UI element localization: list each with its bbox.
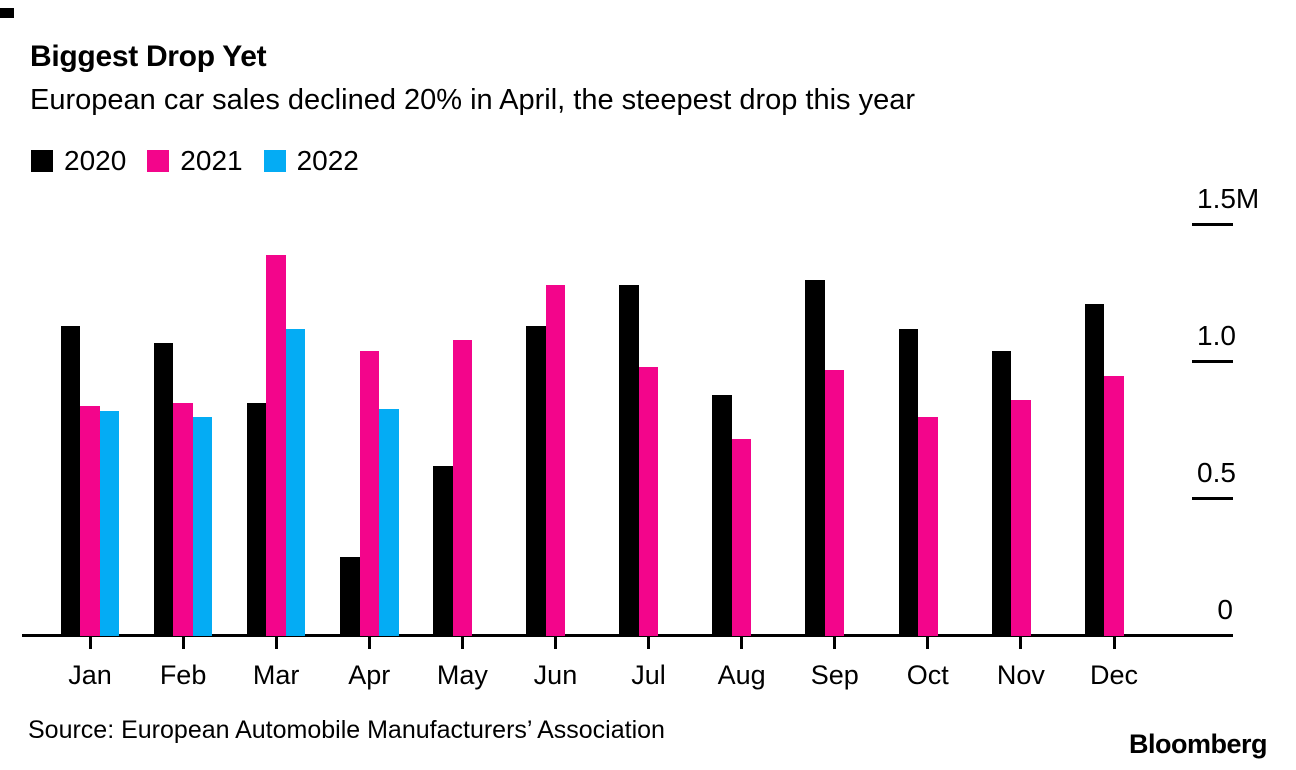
legend-item-2022: 2022 xyxy=(263,145,359,176)
x-axis-label-aug: Aug xyxy=(717,660,766,690)
legend-swatch-2022 xyxy=(263,150,286,172)
x-axis-label-feb: Feb xyxy=(159,660,207,690)
bar-2021-apr xyxy=(359,351,380,636)
x-axis-tick-apr xyxy=(367,636,371,649)
x-axis-label-may: May xyxy=(436,660,488,690)
x-axis-label-apr: Apr xyxy=(348,660,391,690)
x-axis-tick-jan xyxy=(88,636,92,649)
bar-2020-aug xyxy=(712,394,732,636)
bar-2020-jul xyxy=(619,285,639,636)
bar-2022-jan xyxy=(99,411,120,636)
chart-title: Biggest Drop Yet xyxy=(30,40,267,73)
chart-subtitle: European car sales declined 20% in April… xyxy=(30,84,916,116)
x-axis-tick-dec xyxy=(1112,636,1116,649)
bar-2020-may xyxy=(433,466,453,636)
bar-2020-nov xyxy=(991,351,1012,636)
y-axis-label-1.5m: 1.5M xyxy=(1197,183,1260,214)
x-axis-label-nov: Nov xyxy=(996,660,1045,690)
legend-item-2020: 2020 xyxy=(31,145,127,176)
legend-item-2021: 2021 xyxy=(147,145,243,176)
bar-2021-dec xyxy=(1104,375,1124,636)
x-axis-label-mar: Mar xyxy=(252,660,300,690)
bar-2022-apr xyxy=(379,408,399,636)
bloomberg-logo: Bloomberg xyxy=(1128,729,1268,759)
x-axis-tick-may xyxy=(460,636,464,649)
legend-swatch-2020 xyxy=(31,150,53,172)
legend: 2020 2021 2022 xyxy=(31,145,380,176)
bar-2022-mar xyxy=(285,329,306,636)
legend-label-2022: 2022 xyxy=(296,145,359,176)
bar-2021-jul xyxy=(638,367,659,636)
bar-2021-nov xyxy=(1011,400,1031,636)
bar-2021-jan xyxy=(80,405,100,636)
y-axis-label-1.0: 1.0 xyxy=(1197,320,1236,351)
x-axis-label-jun: Jun xyxy=(533,660,578,690)
x-axis-tick-feb xyxy=(181,636,185,649)
bar-2020-feb xyxy=(153,342,174,636)
bar-2021-feb xyxy=(173,403,193,636)
x-axis-tick-mar xyxy=(274,636,278,649)
bar-2022-feb xyxy=(192,416,213,636)
x-axis-tick-jun xyxy=(553,636,557,649)
bar-2020-apr xyxy=(340,556,360,636)
screenshot-corner-artifact xyxy=(0,8,14,18)
bar-2020-sep xyxy=(805,279,825,636)
x-axis-label-dec: Dec xyxy=(1089,660,1138,690)
x-axis-label-jul: Jul xyxy=(631,660,666,690)
bar-2021-sep xyxy=(824,370,845,636)
bar-2021-jun xyxy=(545,285,566,636)
y-axis-label-0: 0 xyxy=(1217,594,1233,625)
x-axis-tick-aug xyxy=(740,636,744,649)
y-axis-tick-1.0 xyxy=(1192,360,1233,363)
bar-2020-dec xyxy=(1084,304,1105,636)
y-axis-tick-1.5m xyxy=(1192,223,1233,226)
bar-2020-oct xyxy=(898,329,919,636)
source-note: Source: European Automobile Manufacturer… xyxy=(28,716,665,744)
bar-2020-mar xyxy=(246,403,267,636)
bar-2020-jan xyxy=(60,326,81,636)
x-axis-tick-jul xyxy=(647,636,651,649)
y-axis-tick-0.5 xyxy=(1192,497,1233,500)
x-axis-label-sep: Sep xyxy=(810,660,859,690)
x-axis-label-oct: Oct xyxy=(906,660,949,690)
bar-2021-may xyxy=(452,340,473,636)
y-axis-label-0.5: 0.5 xyxy=(1197,457,1236,488)
bar-2021-aug xyxy=(731,438,752,636)
legend-label-2020: 2020 xyxy=(64,145,127,176)
x-axis-tick-nov xyxy=(1019,636,1023,649)
bar-2021-oct xyxy=(918,416,938,636)
bar-2021-mar xyxy=(266,255,286,636)
x-axis-tick-oct xyxy=(926,636,930,649)
legend-label-2021: 2021 xyxy=(180,145,243,176)
x-axis-label-jan: Jan xyxy=(68,660,112,690)
x-axis-tick-sep xyxy=(833,636,837,649)
legend-swatch-2021 xyxy=(147,150,170,172)
bar-2020-jun xyxy=(526,326,546,636)
